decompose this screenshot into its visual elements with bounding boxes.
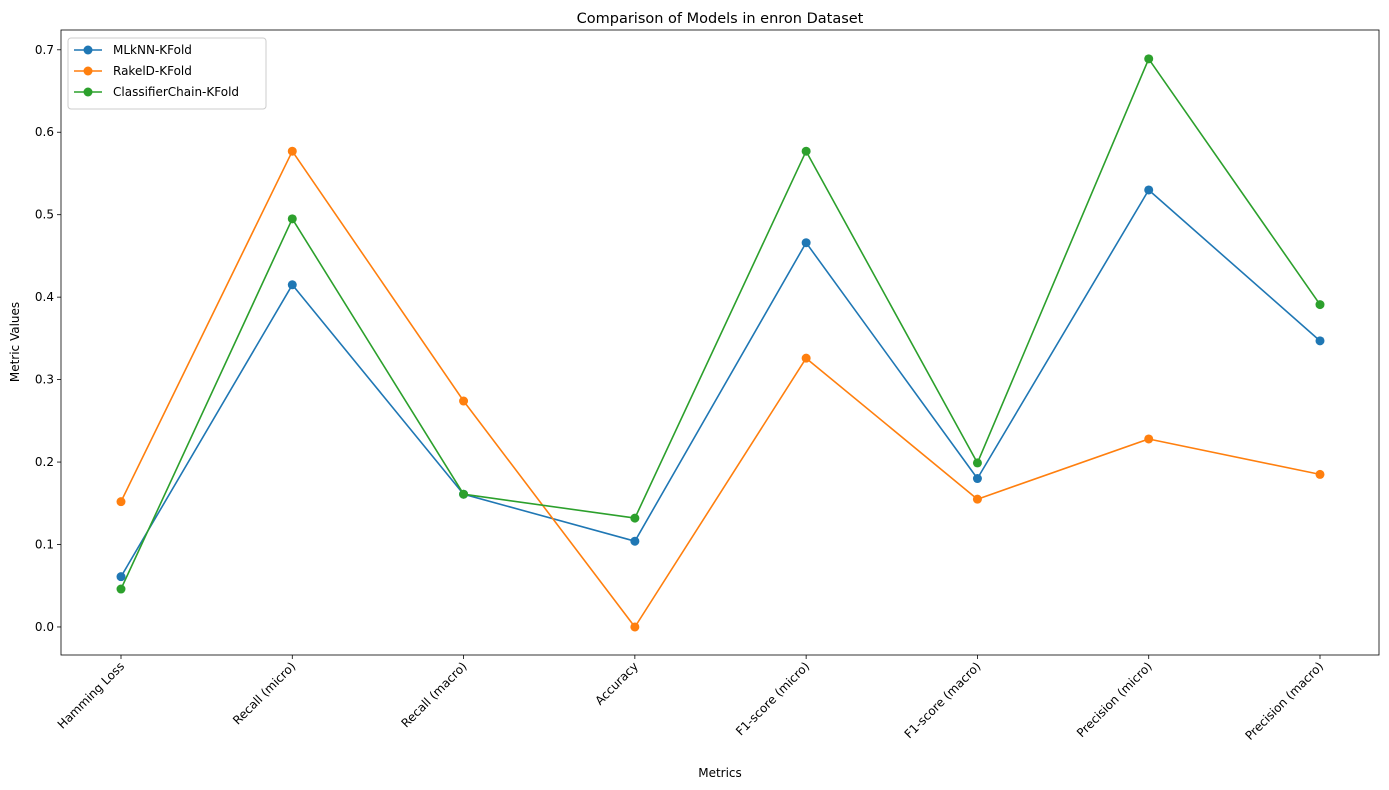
x-tick-label: F1-score (macro): [902, 659, 984, 741]
data-point: [630, 622, 640, 632]
x-tick-label: Accuracy: [592, 659, 641, 708]
series-mlknn-kfold: [116, 185, 1325, 582]
data-point: [801, 353, 811, 363]
y-tick-label: 0.0: [35, 620, 54, 634]
x-tick-label: F1-score (micro): [733, 659, 812, 738]
data-point: [459, 489, 469, 499]
y-tick-label: 0.5: [35, 208, 54, 222]
legend-label: MLkNN-KFold: [113, 43, 192, 57]
series-line: [120, 189, 1321, 578]
x-axis-title: Metrics: [698, 766, 742, 780]
data-point: [116, 572, 126, 582]
legend-marker: [83, 66, 93, 76]
data-point: [1315, 469, 1325, 479]
series-layer: [116, 54, 1325, 632]
data-point: [1144, 54, 1154, 64]
y-tick-label: 0.4: [35, 290, 54, 304]
y-tick-label: 0.3: [35, 373, 54, 387]
data-point: [630, 513, 640, 523]
legend: MLkNN-KFold RakelD-KFold ClassifierChain-K…: [67, 37, 267, 110]
legend-box: [67, 37, 267, 110]
series-rakeld-kfold: [116, 146, 1325, 632]
data-point: [1315, 336, 1325, 346]
x-tick-label: Precision (micro): [1074, 659, 1155, 740]
y-tick-label: 0.6: [35, 125, 54, 139]
x-tick-label: Recall (micro): [230, 659, 298, 727]
data-point: [972, 474, 982, 484]
series-classifierchain-kfold: [116, 54, 1325, 594]
data-point: [972, 494, 982, 504]
legend-label: ClassifierChain-KFold: [113, 85, 239, 99]
series-line: [120, 150, 1321, 628]
legend-label: RakelD-KFold: [113, 64, 192, 78]
x-tick-label: Precision (macro): [1242, 659, 1326, 743]
legend-marker: [83, 45, 93, 55]
data-point: [1315, 300, 1325, 310]
plot-area: [60, 29, 1380, 656]
data-point: [972, 458, 982, 468]
data-point: [116, 497, 126, 507]
series-line: [120, 58, 1321, 590]
data-point: [1144, 434, 1154, 444]
data-point: [459, 396, 469, 406]
data-point: [116, 584, 126, 594]
data-point: [801, 238, 811, 248]
data-point: [1144, 185, 1154, 195]
data-point: [801, 146, 811, 156]
data-point: [287, 214, 297, 224]
data-point: [287, 280, 297, 290]
data-point: [287, 146, 297, 156]
legend-marker: [83, 87, 93, 97]
y-tick-label: 0.7: [35, 43, 54, 57]
y-tick-label: 0.1: [35, 538, 54, 552]
data-point: [630, 536, 640, 546]
y-axis: 0.0 0.1 0.2 0.3 0.4 0.5 0.6 0.7: [35, 43, 61, 634]
x-tick-label: Hamming Loss: [55, 659, 127, 731]
y-axis-title: Metric Values: [8, 302, 22, 382]
y-tick-label: 0.2: [35, 455, 54, 469]
chart-title: Comparison of Models in enron Dataset: [577, 11, 864, 27]
x-axis: Hamming Loss Recall (micro) Recall (macro)…: [55, 655, 1326, 743]
x-tick-label: Recall (macro): [399, 659, 470, 730]
